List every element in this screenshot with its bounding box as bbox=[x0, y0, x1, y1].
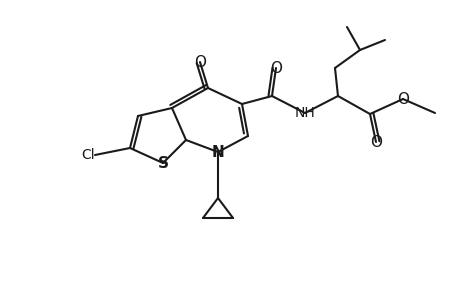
Text: O: O bbox=[194, 55, 206, 70]
Text: O: O bbox=[369, 134, 381, 149]
Text: N: N bbox=[211, 145, 224, 160]
Text: Cl: Cl bbox=[81, 148, 95, 162]
Text: NH: NH bbox=[294, 106, 315, 120]
Text: S: S bbox=[157, 155, 168, 170]
Text: O: O bbox=[269, 61, 281, 76]
Text: O: O bbox=[396, 92, 408, 106]
